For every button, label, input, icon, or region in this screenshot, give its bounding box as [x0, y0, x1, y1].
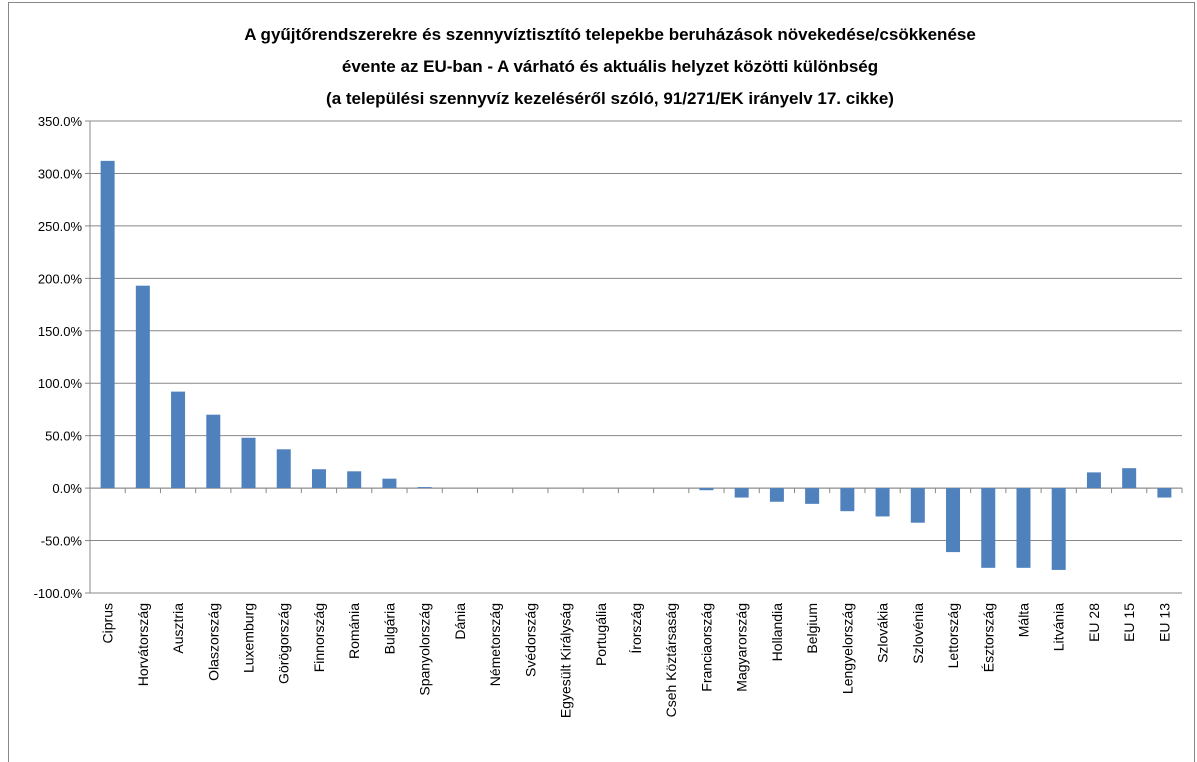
chart-title: (a települési szennyvíz kezeléséről szól… [326, 89, 894, 108]
bar [1122, 468, 1137, 489]
x-tick-label: Bulgária [381, 603, 397, 655]
x-tick-label: Litvánia [1051, 603, 1067, 651]
x-tick-label: Szlovákia [875, 603, 891, 663]
bar [1086, 472, 1101, 489]
x-tick-label: Finnország [311, 603, 327, 672]
x-tick-label: Magyarország [734, 603, 750, 692]
x-tick-label: Dánia [452, 603, 468, 640]
x-tick-label: Írország [628, 603, 644, 654]
bar [1016, 488, 1031, 568]
y-tick-label: 0.0% [52, 481, 82, 496]
x-tick-label: Szlovénia [910, 603, 926, 664]
bar [699, 488, 714, 491]
y-tick-label: 350.0% [38, 114, 83, 129]
x-tick-label: Ciprus [100, 603, 116, 643]
bar [311, 469, 326, 489]
x-tick-label: Lengyelország [839, 603, 855, 694]
y-tick-label: -100.0% [34, 586, 83, 601]
bar [734, 488, 749, 498]
y-tick-label: 300.0% [38, 166, 83, 181]
y-tick-label: 50.0% [45, 429, 82, 444]
y-tick-label: 250.0% [38, 219, 83, 234]
y-tick-label: 150.0% [38, 324, 83, 339]
x-tick-label: EU 28 [1086, 603, 1102, 642]
x-tick-label: Cseh Köztársaság [663, 603, 679, 717]
x-tick-label: Belgium [804, 603, 820, 654]
bar [840, 488, 855, 512]
x-tick-label: Észtország [980, 603, 996, 672]
chart-title: évente az EU-ban - A várható és aktuális… [342, 57, 878, 76]
bar [875, 488, 890, 517]
y-tick-label: -50.0% [41, 534, 83, 549]
bar [769, 488, 784, 502]
bar [347, 471, 362, 489]
bar [100, 160, 115, 489]
chart-border [8, 2, 1195, 762]
bar [135, 285, 150, 489]
x-tick-label: Románia [346, 603, 362, 659]
x-tick-label: Lettország [945, 603, 961, 668]
bar [910, 488, 925, 523]
x-tick-label: Horvátország [135, 603, 151, 686]
x-tick-label: Ausztria [170, 603, 186, 654]
x-tick-label: Görögország [276, 603, 292, 684]
x-tick-label: Olaszország [205, 603, 221, 681]
x-tick-label: Egyesült Királyság [558, 603, 574, 718]
bar [382, 478, 397, 489]
bar [171, 391, 186, 489]
bar [981, 488, 996, 568]
x-tick-label: EU 13 [1156, 603, 1172, 642]
bar [805, 488, 820, 504]
chart-title: A gyűjtőrendszerekre és szennyvíztisztít… [244, 25, 976, 44]
y-tick-label: 200.0% [38, 271, 83, 286]
y-tick-label: 100.0% [38, 376, 83, 391]
x-tick-label: Hollandia [769, 603, 785, 662]
x-tick-label: Németország [487, 603, 503, 686]
bar [1051, 488, 1066, 570]
x-tick-label: EU 15 [1121, 603, 1137, 642]
bar [946, 488, 961, 553]
x-tick-label: Portugália [593, 603, 609, 666]
bar [241, 437, 256, 489]
x-tick-label: Luxemburg [241, 603, 257, 673]
x-tick-label: Svédország [522, 603, 538, 677]
bar [206, 414, 221, 489]
x-tick-label: Franciaország [698, 603, 714, 692]
x-tick-label: Málta [1015, 603, 1031, 637]
bar [417, 487, 432, 489]
bar [1157, 488, 1172, 498]
x-tick-label: Spanyolország [417, 603, 433, 696]
bar [276, 449, 291, 489]
